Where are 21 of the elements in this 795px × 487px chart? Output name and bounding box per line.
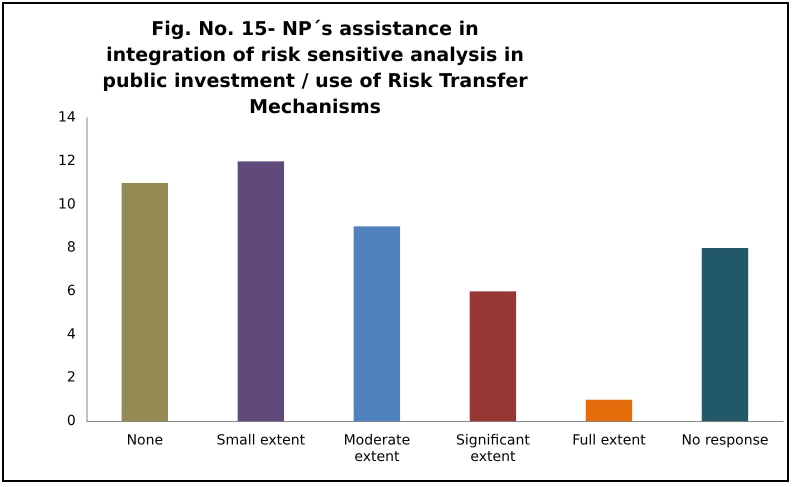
- chart-title: Fig. No. 15- NP´s assistance in integration of risk sensitive analysis in public investment / use of Risk Transfer Mechanisms: [101, 17, 529, 120]
- bar: [470, 291, 516, 422]
- x-tick-label: None: [126, 432, 164, 448]
- bar: [354, 226, 400, 422]
- x-tick-label: Moderate extent: [344, 432, 410, 466]
- y-tick-label: 4: [66, 326, 76, 342]
- y-tick-label: 6: [66, 283, 76, 300]
- y-tick-label: 2: [66, 370, 76, 386]
- x-tick-label: Full extent: [572, 432, 646, 448]
- y-tick-label: 0: [66, 413, 76, 430]
- bar: [238, 161, 284, 422]
- bar: [586, 400, 632, 422]
- y-tick-label: 12: [58, 152, 76, 169]
- y-tick-label: 10: [58, 196, 76, 212]
- x-tick-label: Small extent: [216, 432, 306, 448]
- x-tick-label: No response: [681, 432, 769, 448]
- y-tick-label: 8: [66, 240, 76, 256]
- y-tick-label: 14: [58, 110, 76, 126]
- x-tick-label: Significant extent: [456, 432, 530, 466]
- bar: [702, 248, 748, 422]
- bar: [122, 183, 168, 422]
